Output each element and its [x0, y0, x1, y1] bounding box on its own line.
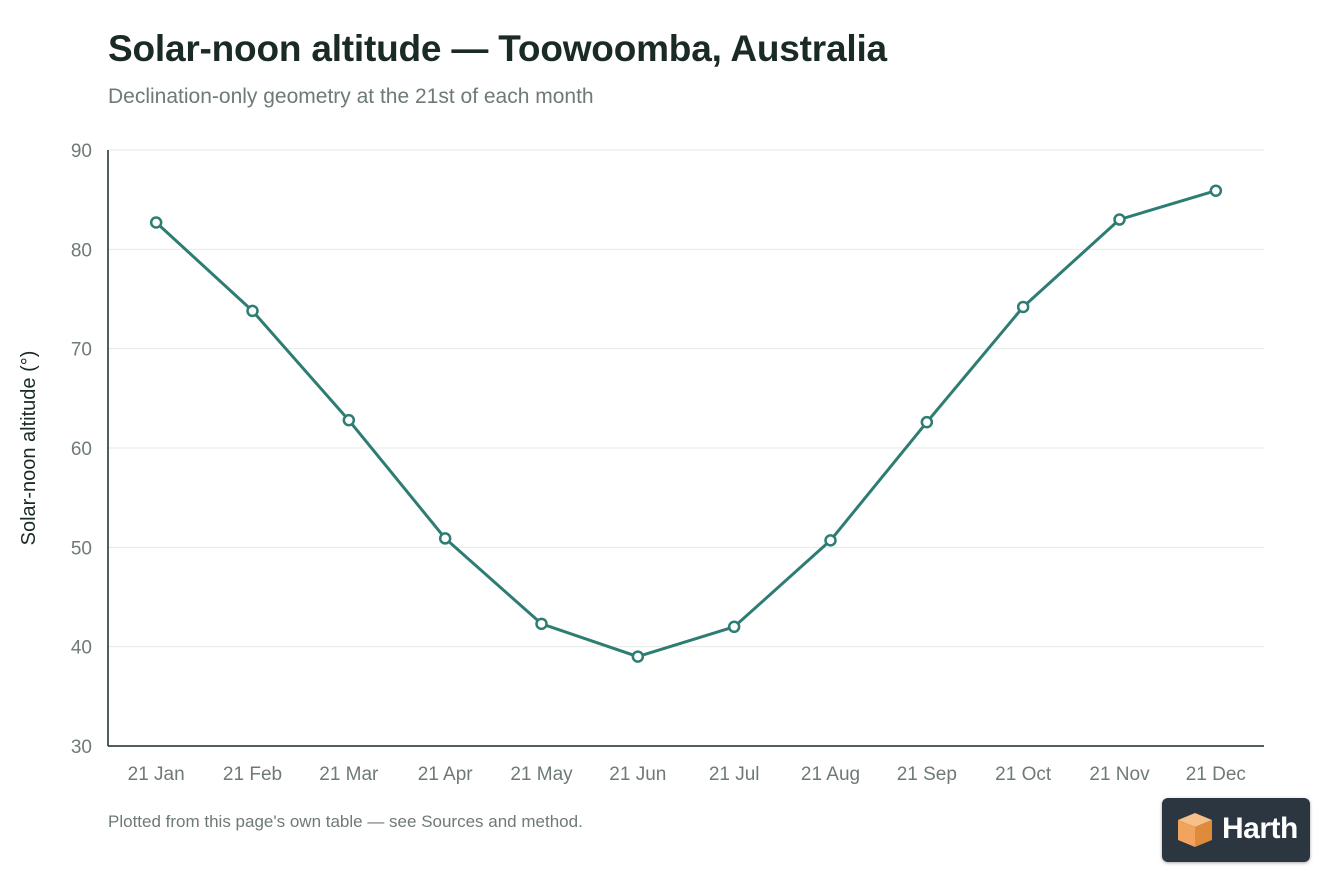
data-point: [246, 304, 259, 318]
data-point: [1016, 300, 1030, 314]
data-point: [149, 216, 163, 229]
data-point: [631, 650, 645, 663]
y-tick-label: 30: [71, 737, 92, 758]
x-tick-label: 21 May: [510, 764, 573, 785]
x-tick-label: 21 Oct: [995, 764, 1052, 785]
data-point: [1113, 213, 1126, 226]
gridlines: [108, 149, 1264, 648]
cube-icon: [1178, 813, 1212, 847]
y-tick-labels: 30 40 50 60 70 80 90: [71, 141, 92, 758]
y-tick-label: 80: [71, 240, 92, 261]
chart-subtitle: Declination-only geometry at the 21st of…: [108, 85, 594, 108]
y-tick-label: 90: [71, 141, 92, 162]
x-tick-label: 21 Feb: [223, 764, 282, 785]
y-tick-label: 60: [71, 439, 92, 460]
x-tick-label: 21 Jun: [609, 764, 666, 785]
data-point: [438, 532, 452, 545]
x-tick-label: 21 Nov: [1089, 764, 1150, 785]
series-line: [154, 189, 1218, 659]
brand-name: Harth: [1222, 812, 1298, 845]
data-point: [1209, 184, 1223, 197]
data-point: [920, 415, 934, 429]
y-axis-label: Solar-noon altitude (°): [18, 351, 40, 546]
data-point: [824, 534, 837, 547]
data-point: [727, 620, 741, 634]
x-tick-label: 21 Aug: [801, 764, 860, 785]
x-tick-label: 21 Dec: [1186, 764, 1246, 785]
x-tick-label: 21 Sep: [897, 764, 957, 785]
footnote: Plotted from this page's own table — see…: [108, 812, 583, 831]
brand-logo[interactable]: Harth: [1162, 798, 1310, 862]
x-tick-label: 21 Mar: [319, 764, 379, 785]
series: [149, 184, 1223, 663]
data-point: [342, 413, 356, 427]
x-tick-label: 21 Apr: [418, 764, 474, 785]
chart-title: Solar-noon altitude — Toowoomba, Austral…: [108, 28, 887, 69]
x-tick-label: 21 Jul: [709, 764, 760, 785]
y-tick-label: 70: [71, 340, 92, 361]
y-tick-label: 40: [71, 638, 92, 659]
x-tick-labels: 21 Jan 21 Feb 21 Mar 21 Apr 21 May 21 Jun 21 J…: [128, 764, 1246, 785]
x-tick-label: 21 Jan: [128, 764, 185, 785]
data-point: [535, 617, 548, 631]
axes: [107, 150, 1264, 747]
y-tick-label: 50: [71, 538, 92, 559]
